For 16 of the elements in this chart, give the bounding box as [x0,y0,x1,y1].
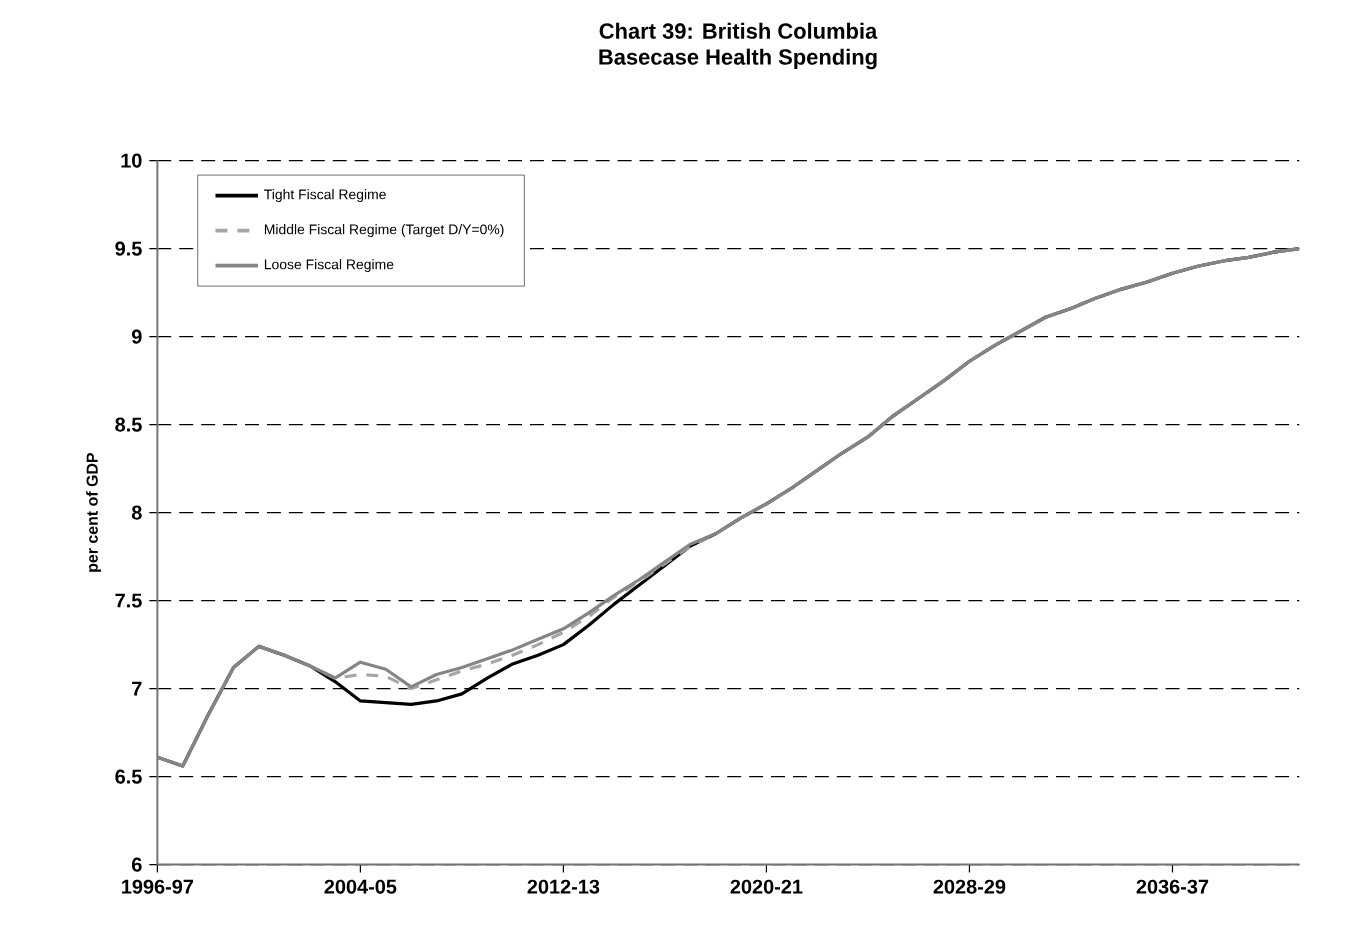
y-tick-label: 6 [131,857,142,872]
x-tick-label: 2012-13 [527,879,600,894]
x-tick-label: 2036-37 [1136,879,1209,894]
x-tick-label: 2028-29 [933,879,1006,894]
y-tick-label: 8 [131,505,142,520]
y-tick-label: 7 [132,681,142,696]
y-tick-label: 8.5 [115,417,142,432]
x-tick-label: 2020-21 [730,879,803,894]
x-tick-label: 1996-97 [122,879,194,894]
y-tick-label: 9.5 [115,241,142,256]
y-tick-label: 6.5 [115,769,142,784]
x-tick-label: 2004-05 [324,879,397,894]
y-tick-label: 7.5 [115,593,142,608]
y-tick-label: 9 [131,329,142,344]
chart-title: Chart 39: British Columbia Basecase Health Spending [599,22,878,70]
y-tick-label: 10 [121,153,142,168]
